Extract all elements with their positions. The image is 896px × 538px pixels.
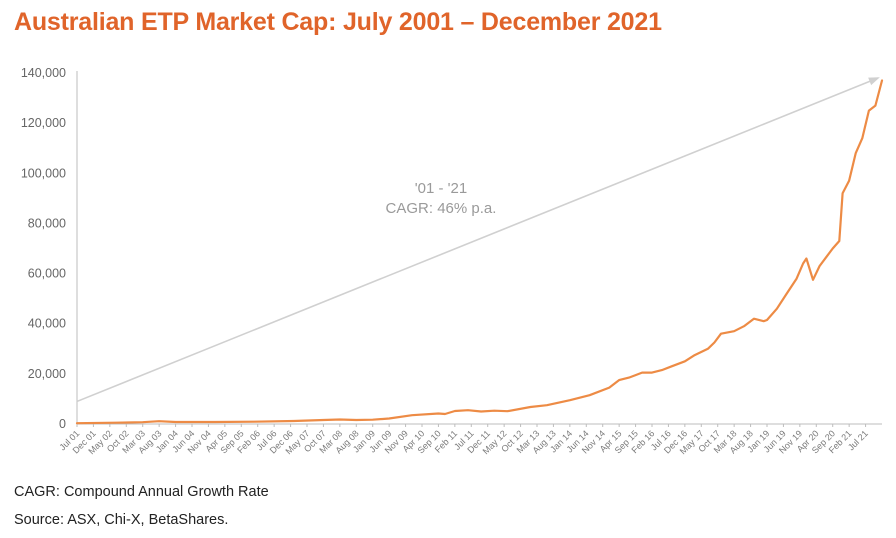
y-tick-label: 0 [59, 417, 66, 431]
cagr-annotation: '01 - '21 CAGR: 46% p.a. [386, 180, 497, 217]
source-note: Source: ASX, Chi-X, BetaShares. [14, 512, 229, 528]
y-tick-label: 140,000 [21, 66, 66, 80]
annotation-line: '01 - '21 [415, 180, 467, 197]
y-tick-label: 20,000 [28, 367, 66, 381]
chart-title: Australian ETP Market Cap: July 2001 – D… [14, 8, 662, 36]
y-axis-ticks: 0 20,000 40,000 60,000 80,000 100,000 120,000 1… [21, 66, 66, 431]
y-tick-label: 120,000 [21, 116, 66, 130]
y-tick-label: 60,000 [28, 267, 66, 281]
series-line-etp-market-cap [75, 79, 884, 425]
trend-line [76, 77, 879, 403]
annotation-line: CAGR: 46% p.a. [386, 200, 497, 217]
line-chart: 0 20,000 40,000 60,000 80,000 100,000 120,000 1… [21, 66, 884, 456]
series-group [75, 79, 884, 425]
y-tick-label: 40,000 [28, 317, 66, 331]
cagr-definition-note: CAGR: Compound Annual Growth Rate [14, 484, 269, 500]
y-tick-label: 100,000 [21, 166, 66, 180]
chart-axes [76, 71, 882, 425]
trend-arrowhead [868, 77, 880, 86]
cagr-trend-arrow [76, 77, 880, 403]
y-tick-label: 80,000 [28, 216, 66, 230]
